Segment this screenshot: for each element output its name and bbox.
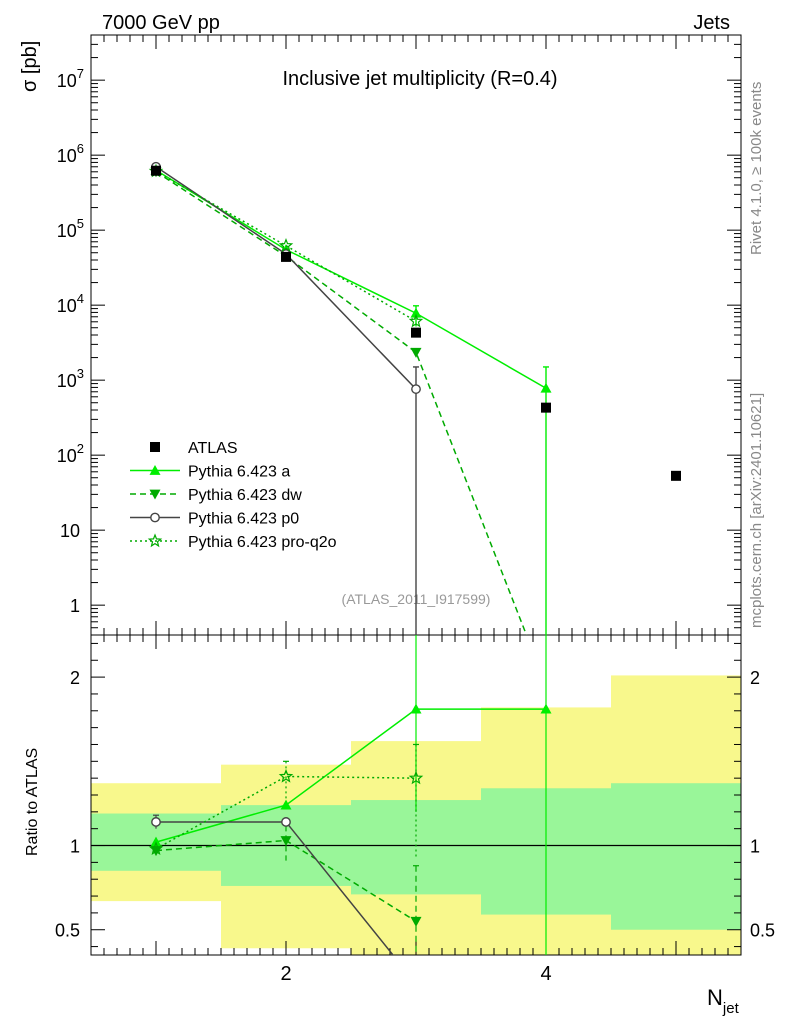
y-tick-label: 104 — [57, 291, 84, 316]
ratio-point-pythia-6-423-pro-q2o-1 — [148, 841, 164, 856]
data-point-atlas-2 — [281, 251, 291, 262]
ratio-point-pythia-6-423-p0-2 — [281, 817, 291, 827]
x-tick-label-2: 2 — [280, 963, 291, 985]
point-pythia-6-423-pro-q2o-3 — [408, 313, 424, 328]
legend: ATLAS Pythia 6.423 a Pythia 6.423 dw Pythia… — [130, 440, 337, 551]
point-pythia-6-423-a-4 — [540, 382, 552, 393]
data-point-atlas-1 — [151, 165, 161, 176]
y-axis-label-main: σ [pb] — [19, 41, 41, 92]
legend-marker — [149, 465, 161, 475]
series-layer — [148, 161, 681, 955]
data-point-atlas-4 — [541, 402, 551, 413]
ratio-point-pythia-6-423-dw-3 — [410, 916, 422, 927]
legend-marker — [150, 512, 160, 523]
header-category-label: Jets — [693, 12, 730, 34]
ratio-tick-label-right: 0.5 — [750, 921, 775, 941]
ratio-tick-label-left: 1 — [70, 837, 80, 857]
legend-label: Pythia 6.423 p0 — [188, 511, 299, 528]
y-tick-label: 1 — [70, 596, 80, 616]
ratio-point-pythia-6-423-dw-2 — [280, 836, 292, 846]
main-plot-area — [148, 161, 681, 635]
y-tick-label: 10 — [60, 521, 80, 541]
side-rivet-label: Rivet 4.1.0, ≥ 100k events — [748, 82, 765, 255]
y-tick-label: 107 — [57, 66, 84, 91]
ratio-tick-label-left: 0.5 — [55, 921, 80, 941]
legend-entry-pythia-6-423-pro-q2o: Pythia 6.423 pro-q2o — [130, 533, 337, 551]
point-pythia-6-423-dw-3 — [410, 347, 422, 358]
series-line-pythia-6-423-p0 — [155, 166, 417, 390]
point-pythia-6-423-pro-q2o-2 — [278, 238, 294, 252]
chart-title: Inclusive jet multiplicity (R=0.4) — [282, 68, 557, 90]
ratio-point-pythia-6-423-a-3 — [410, 703, 422, 714]
legend-marker — [147, 533, 163, 548]
data-point-atlas-5 — [671, 470, 681, 481]
legend-marker — [150, 442, 160, 452]
ratio-tick-label-right: 1 — [750, 837, 760, 857]
x-axis-label: Njet — [707, 985, 740, 1017]
ratio-tick-label-right: 2 — [750, 668, 760, 688]
point-pythia-6-423-p0-3 — [411, 384, 421, 394]
data-point-atlas-3 — [411, 327, 421, 338]
legend-marker — [149, 489, 161, 500]
ratio-point-pythia-6-423-p0-1 — [151, 817, 161, 827]
ratio-tick-label-left: 2 — [70, 668, 80, 688]
y-axis-label-ratio: Ratio to ATLAS — [24, 748, 41, 856]
ratio-point-pythia-6-423-pro-q2o-3 — [408, 770, 424, 785]
series-line-pythia-6-423-dw — [155, 171, 528, 635]
ratio-point-pythia-6-423-pro-q2o-2 — [278, 768, 294, 783]
point-pythia-6-423-a-3 — [410, 307, 422, 318]
ratio-point-pythia-6-423-a-4 — [540, 703, 552, 714]
ratio-line-pythia-6-423-pro-q2o — [155, 775, 417, 850]
x-tick-label-4: 4 — [540, 963, 551, 985]
legend-entry-pythia-6-423-p0: Pythia 6.423 p0 — [130, 511, 299, 528]
y-tick-label: 106 — [57, 141, 84, 166]
legend-label: ATLAS — [188, 440, 238, 457]
legend-label: Pythia 6.423 dw — [188, 487, 302, 504]
ratio-line-pythia-6-423-a — [155, 708, 546, 843]
y-tick-label: 105 — [57, 216, 84, 241]
legend-entry-atlas: ATLAS — [150, 440, 238, 457]
y-tick-label: 102 — [57, 441, 84, 466]
header-energy-label: 7000 GeV pp — [102, 12, 220, 34]
legend-entry-pythia-6-423-dw: Pythia 6.423 dw — [130, 487, 302, 504]
series-line-pythia-6-423-pro-q2o — [155, 170, 417, 322]
band-inner-5 — [611, 783, 741, 930]
ratio-plot-area — [148, 635, 552, 955]
legend-entry-pythia-6-423-a: Pythia 6.423 a — [130, 464, 290, 481]
side-mcplots-label: mcplots.cern.ch [arXiv:2401.10621] — [748, 393, 765, 628]
y-tick-label: 103 — [57, 366, 84, 391]
ratio-point-pythia-6-423-a-2 — [280, 799, 292, 810]
series-line-pythia-6-423-a — [155, 169, 547, 389]
legend-label: Pythia 6.423 a — [188, 464, 290, 481]
legend-label: Pythia 6.423 pro-q2o — [188, 534, 337, 551]
axis-ticks: 2 4 1 10 102 103 104 105 106 107 0.5 0.5 1 1 2 2 — [55, 34, 775, 985]
